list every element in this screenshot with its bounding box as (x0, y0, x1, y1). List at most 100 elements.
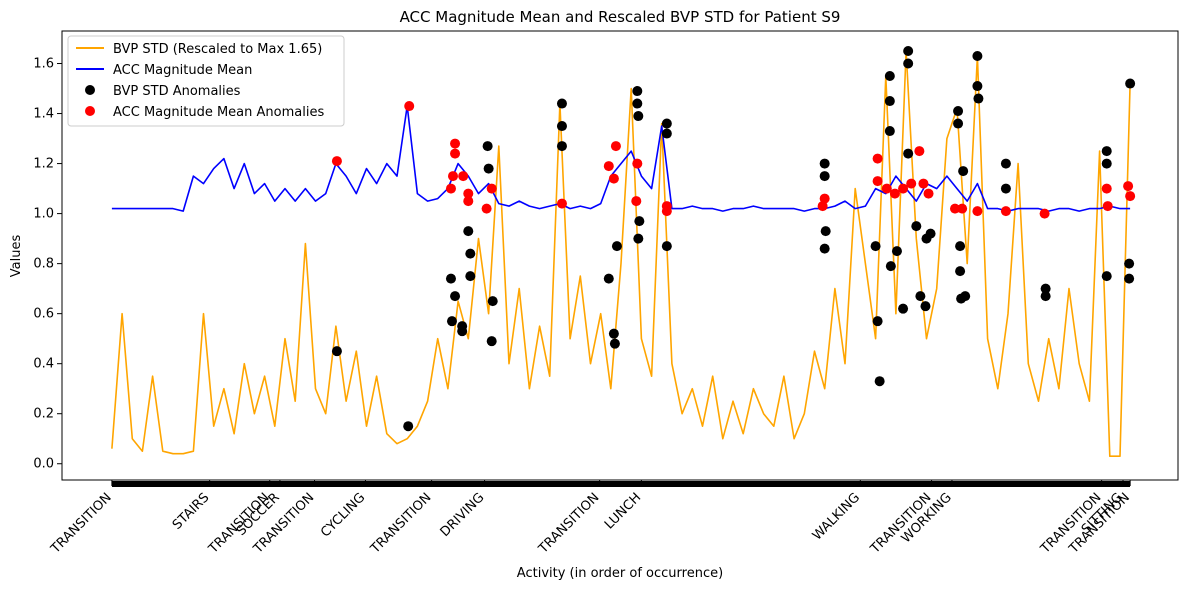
anomaly-point (885, 261, 896, 272)
anomaly-point (611, 241, 622, 252)
anomaly-point (1124, 273, 1135, 284)
anomaly-point (817, 201, 828, 212)
anomaly-point (457, 326, 468, 337)
anomaly-point (1123, 181, 1134, 192)
anomaly-point (911, 221, 922, 232)
anomaly-point (957, 203, 968, 214)
anomaly-point (819, 171, 830, 182)
anomaly-point (1101, 158, 1112, 169)
anomaly-point (872, 176, 883, 187)
anomaly-point (870, 241, 881, 252)
anomaly-point (463, 226, 474, 237)
anomaly-point (446, 316, 457, 327)
anomaly-point (972, 81, 983, 92)
anomaly-point (632, 86, 643, 97)
anomaly-point (819, 243, 830, 254)
anomaly-point (487, 296, 498, 307)
anomaly-point (884, 71, 895, 82)
anomaly-point (403, 421, 414, 432)
legend-label: ACC Magnitude Mean Anomalies (113, 105, 324, 120)
legend-box (67, 35, 345, 127)
y-tick-label: 0.2 (33, 407, 54, 422)
anomaly-point (872, 316, 883, 327)
anomaly-point (448, 171, 459, 182)
anomaly-point (953, 118, 964, 129)
y-tick-label: 1.6 (33, 57, 54, 72)
legend-swatch (85, 85, 95, 95)
anomaly-point (481, 203, 492, 214)
anomaly-point (906, 178, 917, 189)
dense-tick-band (112, 481, 1130, 487)
anomaly-point (450, 291, 461, 302)
anomaly-point (819, 193, 830, 204)
anomaly-point (483, 163, 494, 174)
anomaly-point (914, 146, 925, 157)
y-tick-label: 0.8 (33, 257, 54, 272)
anomaly-point (903, 148, 914, 159)
anomaly-point (960, 291, 971, 302)
anomaly-point (925, 228, 936, 239)
series-line (111, 105, 1131, 212)
anomaly-point (1125, 191, 1136, 202)
anomaly-point (1102, 201, 1113, 212)
anomaly-point (884, 96, 895, 107)
anomaly-point (661, 206, 672, 217)
anomaly-point (972, 206, 983, 217)
anomaly-point (915, 291, 926, 302)
anomaly-point (556, 141, 567, 152)
anomaly-point (881, 183, 892, 194)
anomaly-point (1040, 283, 1051, 294)
anomaly-point (819, 158, 830, 169)
anomaly-point (465, 248, 476, 259)
anomaly-point (923, 188, 934, 199)
anomaly-point (632, 158, 643, 169)
anomaly-point (463, 188, 474, 199)
legend-label: BVP STD (Rescaled to Max 1.65) (113, 42, 322, 57)
y-axis-label: Values (9, 235, 24, 278)
legend-swatch (85, 106, 95, 116)
anomaly-point (603, 161, 614, 172)
anomaly-point (820, 226, 831, 237)
anomaly-point (1125, 78, 1136, 89)
y-tick-label: 1.2 (33, 157, 54, 172)
anomaly-point (958, 166, 969, 177)
anomaly-point (631, 196, 642, 207)
anomaly-point (1101, 146, 1112, 157)
anomaly-point (450, 138, 461, 149)
chart-title: ACC Magnitude Mean and Rescaled BVP STD … (400, 8, 841, 26)
anomaly-point (445, 183, 456, 194)
anomaly-point (331, 346, 342, 357)
anomaly-point (903, 46, 914, 57)
anomaly-point (1040, 291, 1051, 302)
plot-frame (61, 30, 1179, 481)
anomaly-point (458, 171, 469, 182)
anomaly-point (972, 51, 983, 62)
anomaly-point (556, 121, 567, 132)
anomaly-point (486, 183, 497, 194)
anomaly-point (1101, 183, 1112, 194)
anomaly-point (608, 173, 619, 184)
anomaly-point (556, 198, 567, 209)
anomaly-point (445, 273, 456, 284)
anomaly-point (955, 266, 966, 277)
anomaly-point (874, 376, 885, 387)
legend-label: ACC Magnitude Mean (113, 63, 252, 78)
anomaly-point (634, 216, 645, 227)
anomaly-point (661, 118, 672, 129)
anomaly-point (556, 98, 567, 109)
series-line (111, 50, 1131, 457)
anomaly-point (950, 203, 961, 214)
anomaly-point (884, 126, 895, 137)
anomaly-point (482, 141, 493, 152)
anomaly-point (404, 101, 415, 112)
anomaly-point (1124, 258, 1135, 269)
anomaly-point (898, 183, 909, 194)
anomaly-point (603, 273, 614, 284)
anomaly-point (609, 338, 620, 349)
anomaly-point (632, 98, 643, 109)
anomaly-point (331, 156, 342, 167)
anomaly-point (1101, 271, 1112, 282)
anomaly-point (973, 93, 984, 104)
anomaly-point (872, 153, 883, 164)
